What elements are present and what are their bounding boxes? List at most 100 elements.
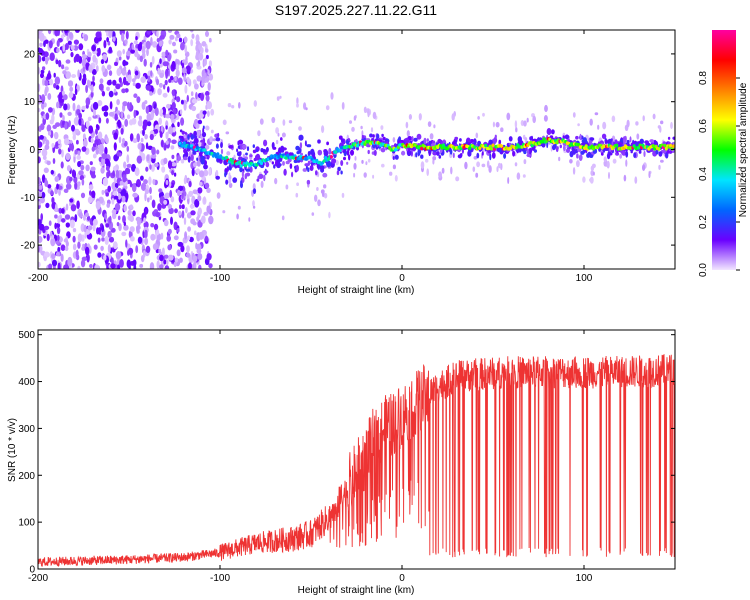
- spectrogram-cell: [215, 137, 221, 142]
- spectrogram-cell: [152, 243, 159, 251]
- spectrogram-x-label: Height of straight line (km): [298, 285, 415, 296]
- spectrogram-cell: [42, 155, 47, 160]
- spectrogram-cell: [615, 143, 619, 148]
- spectrogram-cell: [109, 215, 112, 224]
- spectrogram-cell: [455, 176, 460, 182]
- spectrogram-cell: [60, 244, 66, 251]
- spectrogram-cell: [259, 118, 264, 125]
- spectrogram-cell: [330, 92, 334, 100]
- spectrogram-cell: [427, 121, 432, 127]
- spectrogram-cell: [438, 155, 442, 159]
- spectrogram-cell: [144, 188, 150, 194]
- spectrogram-cell: [159, 58, 162, 64]
- spectrogram-cell: [57, 139, 62, 145]
- spectrogram-cell: [38, 156, 41, 164]
- spectrogram-cell: [181, 210, 185, 219]
- spectrogram-cell: [506, 112, 511, 121]
- spectrogram-cell: [117, 187, 122, 193]
- spectrogram-cell: [40, 123, 45, 131]
- spectrogram-cell: [606, 160, 610, 169]
- spectrogram-cell: [67, 256, 73, 266]
- spectrogram-cell: [475, 132, 479, 139]
- spectrogram-cell: [43, 80, 49, 86]
- spectrogram-cell: [350, 149, 354, 156]
- spectrogram-cell: [97, 100, 103, 107]
- spectrogram-cell: [201, 41, 207, 47]
- y-tick-label: 10: [24, 97, 36, 108]
- spectrogram-cell: [95, 128, 98, 135]
- spectrogram-cell: [437, 138, 442, 144]
- colorbar-bar: [712, 30, 736, 270]
- spectrogram-cell: [619, 153, 622, 159]
- spectrogram-cell: [185, 207, 188, 214]
- colorbar-tick-label: 0.2: [698, 215, 709, 229]
- spectrogram-cell: [109, 79, 112, 85]
- spectrogram-cell: [131, 163, 136, 172]
- spectrogram-cell: [625, 150, 629, 158]
- spectrogram-cell: [55, 59, 59, 65]
- spectrogram-cell: [283, 168, 287, 176]
- spectrogram-cell: [351, 126, 355, 132]
- snr-series-line: [38, 354, 675, 568]
- spectrogram-cell: [55, 251, 61, 257]
- spectrogram-cell: [476, 161, 480, 168]
- spectrogram-cell: [457, 154, 463, 159]
- spectrogram-cell: [147, 75, 151, 83]
- spectrogram-cell: [195, 123, 200, 129]
- spectrogram-cell: [341, 102, 345, 110]
- spectrogram-cell: [48, 220, 52, 226]
- spectrogram-cell: [329, 155, 333, 159]
- colorbar-tick-label: 0.4: [698, 167, 709, 181]
- spectrogram-cell: [180, 138, 183, 142]
- spectrogram-cell: [542, 137, 546, 141]
- spectrogram-cell: [123, 66, 127, 71]
- spectrogram-cell: [95, 148, 99, 155]
- spectrogram-cell: [159, 131, 163, 139]
- spectrogram-cell: [207, 69, 210, 76]
- spectrogram-cell: [116, 68, 122, 76]
- spectrogram-cell: [392, 137, 396, 143]
- spectrogram-cell: [51, 259, 58, 267]
- spectrogram-cell: [122, 215, 126, 224]
- spectrogram-cell: [88, 184, 94, 191]
- spectrogram-cell: [81, 178, 85, 186]
- spectrogram-cell: [249, 154, 253, 158]
- spectrogram-cell: [38, 66, 41, 75]
- spectrogram-cell: [245, 168, 251, 172]
- spectrogram-cell: [91, 146, 96, 152]
- spectrogram-cell: [481, 151, 484, 156]
- spectrogram-cell: [144, 229, 148, 239]
- spectrogram-cell: [56, 223, 61, 228]
- spectrogram-cell: [172, 41, 176, 47]
- spectrogram-cell: [42, 118, 46, 123]
- spectrogram-cell: [161, 166, 166, 173]
- spectrogram-cell: [559, 144, 562, 149]
- spectrogram-cell: [526, 153, 532, 158]
- spectrogram-cell: [54, 222, 58, 230]
- spectrogram-cell: [163, 84, 166, 90]
- spectrogram-cell: [55, 85, 60, 90]
- spectrogram-cell: [245, 152, 248, 156]
- spectrogram-cell: [201, 131, 207, 138]
- spectrogram-cell: [49, 231, 53, 237]
- spectrogram-cell: [491, 143, 495, 148]
- spectrogram-cell: [90, 166, 96, 172]
- spectrogram-cell: [353, 115, 357, 121]
- spectrogram-cell: [428, 149, 432, 157]
- spectrogram-cell: [74, 214, 78, 223]
- spectrogram-cell: [163, 157, 168, 165]
- spectrogram-cell: [237, 205, 241, 210]
- spectrogram-cell: [163, 259, 167, 265]
- spectrogram-cell: [180, 158, 185, 164]
- spectrogram-cell: [601, 133, 607, 139]
- spectrogram-cell: [317, 199, 321, 207]
- spectrogram-cell: [112, 170, 115, 177]
- spectrogram-cell: [58, 148, 62, 155]
- spectrogram-cell: [452, 152, 455, 159]
- spectrogram-cell: [38, 83, 41, 92]
- spectrogram-cell: [97, 237, 101, 243]
- spectrogram-cell: [669, 143, 673, 148]
- spectrogram-cell: [38, 192, 43, 197]
- spectrogram-cell: [575, 135, 579, 140]
- spectrogram-cell: [85, 164, 90, 172]
